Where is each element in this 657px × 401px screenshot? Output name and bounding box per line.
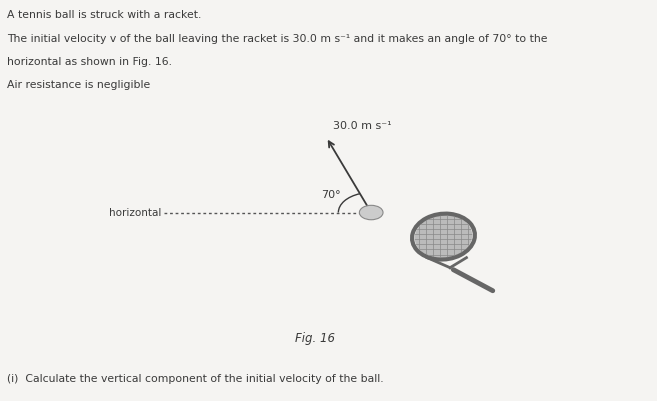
Text: (i)  Calculate the vertical component of the initial velocity of the ball.: (i) Calculate the vertical component of … bbox=[7, 374, 383, 384]
Circle shape bbox=[359, 205, 383, 220]
Text: 70°: 70° bbox=[321, 190, 340, 200]
Text: horizontal: horizontal bbox=[108, 208, 161, 217]
Ellipse shape bbox=[415, 215, 472, 258]
Text: horizontal as shown in Fig. 16.: horizontal as shown in Fig. 16. bbox=[7, 57, 171, 67]
Text: A tennis ball is struck with a racket.: A tennis ball is struck with a racket. bbox=[7, 10, 201, 20]
Text: 30.0 m s⁻¹: 30.0 m s⁻¹ bbox=[333, 121, 392, 131]
Text: Fig. 16: Fig. 16 bbox=[296, 332, 335, 345]
Text: The initial velocity v of the ball leaving the racket is 30.0 m s⁻¹ and it makes: The initial velocity v of the ball leavi… bbox=[7, 34, 547, 44]
Text: Air resistance is negligible: Air resistance is negligible bbox=[7, 80, 150, 90]
